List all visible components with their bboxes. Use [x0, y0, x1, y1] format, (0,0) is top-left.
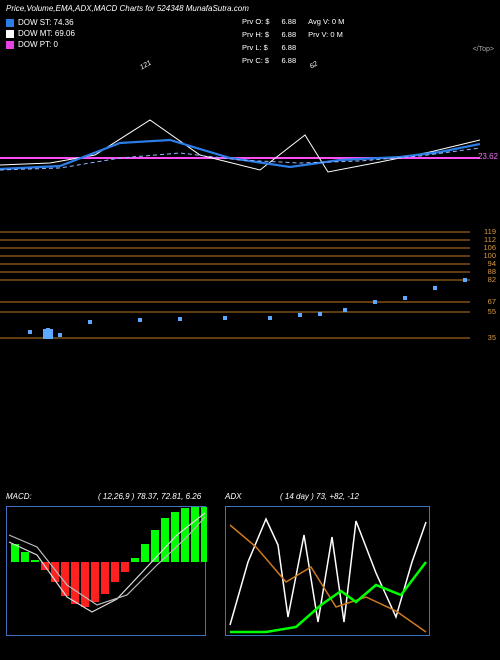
scatter-point [268, 316, 272, 320]
macd-hist-bar [181, 508, 189, 562]
scatter-point [58, 333, 62, 337]
macd-hist-bar [101, 562, 109, 594]
scatter-point [298, 313, 302, 317]
scatter-point [223, 316, 227, 320]
macd-hist-bar [21, 552, 29, 562]
level-label: 55 [488, 307, 496, 316]
prev-cell: Prv L: $ [242, 42, 280, 53]
legend-item: DOW MT: 69.06 [6, 29, 75, 38]
scatter-point [433, 286, 437, 290]
adx-line [230, 562, 426, 632]
price-series [0, 120, 480, 172]
level-label: 82 [488, 275, 496, 284]
adx-line [230, 519, 426, 625]
scatter-point [463, 278, 467, 282]
macd-hist-bar [131, 558, 139, 562]
adx-header: ADX [225, 492, 241, 501]
scatter-point [178, 317, 182, 321]
prev-cell: Avg V: 0 M [308, 16, 354, 27]
legend-item: DOW PT: 0 [6, 40, 75, 49]
macd-hist-bar [141, 544, 149, 562]
scatter-point [88, 320, 92, 324]
chart-title: Price,Volume,EMA,ADX,MACD Charts for 524… [6, 4, 249, 13]
prev-cell: 6.88 [282, 16, 307, 27]
price-pane [0, 60, 500, 230]
macd-hist-bar [151, 530, 159, 562]
macd-panel [6, 506, 206, 636]
scatter-point [318, 312, 322, 316]
prev-cell: Prv V: 0 M [308, 29, 354, 40]
level-label: 35 [488, 333, 496, 342]
scatter-point [138, 318, 142, 322]
scatter-point [343, 308, 347, 312]
legend-swatch [6, 41, 14, 49]
macd-hist-bar [81, 562, 89, 607]
macd-hist-bar [191, 507, 199, 562]
macd-hist-bar [71, 562, 79, 604]
scatter-point [373, 300, 377, 304]
macd-values: ( 12,26,9 ) 78.37, 72.81, 6.26 [98, 492, 201, 501]
prev-cell: 6.88 [282, 29, 307, 40]
macd-hist-bar [91, 562, 99, 602]
prev-cell [308, 42, 354, 53]
levels-pane [0, 230, 500, 350]
legend-item: DOW ST: 74.36 [6, 18, 75, 27]
legend-label: DOW MT: 69.06 [18, 29, 75, 38]
top-tag: </Top> [473, 46, 494, 53]
level-label: 67 [488, 297, 496, 306]
scatter-point [28, 330, 32, 334]
legend-swatch [6, 30, 14, 38]
scatter-point [403, 296, 407, 300]
scatter-highlight [43, 329, 53, 339]
macd-header: MACD: [6, 492, 32, 501]
prev-cell: Prv O: $ [242, 16, 280, 27]
price-y-label: 23.62 [478, 152, 498, 161]
macd-hist-bar [31, 560, 39, 562]
prev-cell: Prv H: $ [242, 29, 280, 40]
adx-values: ( 14 day ) 73, +82, -12 [280, 492, 359, 501]
adx-panel [225, 506, 430, 636]
macd-hist-bar [121, 562, 129, 572]
legend-swatch [6, 19, 14, 27]
indicator-legend: DOW ST: 74.36 DOW MT: 69.06 DOW PT: 0 [6, 18, 75, 51]
prev-cell: 6.88 [282, 42, 307, 53]
macd-hist-bar [51, 562, 59, 582]
macd-hist-bar [111, 562, 119, 582]
legend-label: DOW ST: 74.36 [18, 18, 74, 27]
legend-label: DOW PT: 0 [18, 40, 58, 49]
